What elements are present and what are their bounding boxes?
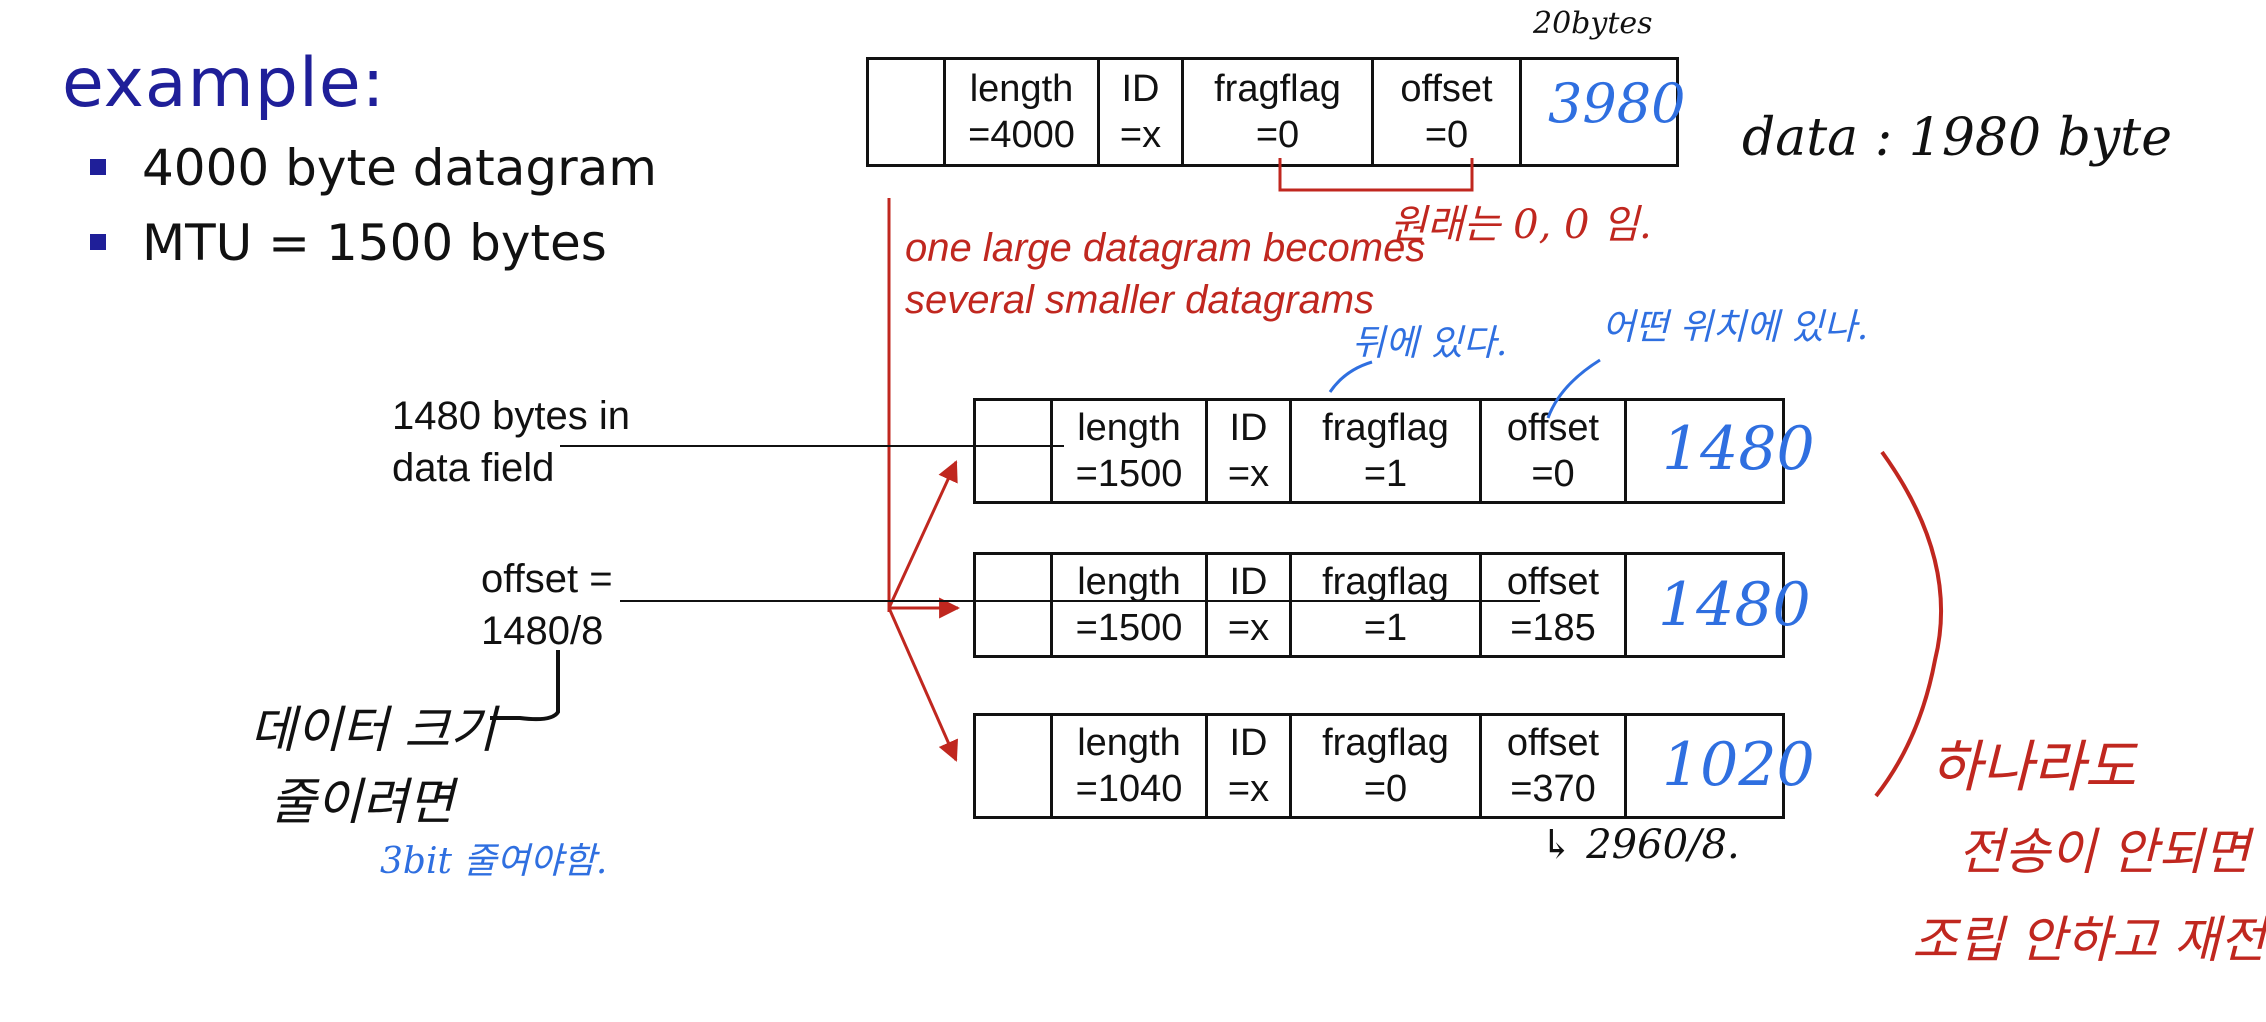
fragment-datagram-3: length =1040 ID =x fragflag =0 offset =370 bbox=[973, 713, 1785, 819]
bullet-text: MTU = 1500 bytes bbox=[142, 214, 607, 272]
fragment-datagram-2: length =1500 ID =x fragflag =1 offset =185 bbox=[973, 552, 1785, 658]
data-cell bbox=[1624, 401, 1782, 501]
fragment-datagram-1: length =1500 ID =x fragflag =1 offset =0 bbox=[973, 398, 1785, 504]
data-cell bbox=[1624, 716, 1782, 816]
original-datagram: length =4000 ID =x fragflag =0 offset =0 bbox=[866, 57, 1679, 167]
offset-calc-label: offset = 1480/8 bbox=[481, 553, 613, 657]
bullet-list: 4000 byte datagram MTU = 1500 bytes bbox=[90, 135, 657, 285]
offset-field: offset =0 bbox=[1371, 60, 1519, 164]
id-field: ID =x bbox=[1205, 555, 1289, 655]
orig-flags-note: 원래는 0, 0 임. bbox=[1390, 202, 1652, 248]
more-after-note: 뒤에 있다. bbox=[1352, 323, 1508, 364]
frag3-data-size: 1020 bbox=[1662, 730, 1815, 800]
fragflag-field: fragflag =1 bbox=[1289, 401, 1479, 501]
data-cell bbox=[1519, 60, 1676, 164]
offset-field: offset =0 bbox=[1479, 401, 1624, 501]
split-arrow-1 bbox=[887, 460, 958, 609]
label-line: 1480 bytes in bbox=[392, 394, 630, 438]
fragmentation-caption: one large datagram becomes several small… bbox=[905, 222, 1425, 326]
id-field: ID =x bbox=[1205, 716, 1289, 816]
data-size-note: data : 1980 byte bbox=[1742, 108, 2172, 168]
offset-hook bbox=[490, 650, 560, 722]
label-line: 1480/8 bbox=[481, 609, 604, 653]
label-line: offset = bbox=[481, 557, 613, 601]
bullet-square-icon bbox=[90, 159, 106, 175]
offset-field: offset =370 bbox=[1479, 716, 1624, 816]
length-field: length =4000 bbox=[943, 60, 1097, 164]
header-bytes-note: 20bytes bbox=[1533, 6, 1653, 41]
orig-data-size: 3980 bbox=[1548, 72, 1686, 135]
caption-line: several smaller datagrams bbox=[905, 278, 1375, 322]
offset-pointer bbox=[1546, 358, 1601, 419]
fragflag-field: fragflag =1 bbox=[1289, 555, 1479, 655]
shrink-note-line3: 3bit 줄여야함. bbox=[380, 841, 608, 882]
resend-note-line3: 조립 안하고 재전송. bbox=[1912, 911, 2266, 969]
length-field: length =1500 bbox=[1050, 555, 1205, 655]
split-arrow-3 bbox=[887, 607, 958, 762]
fragflag-field: fragflag =0 bbox=[1289, 716, 1479, 816]
resend-note-line1: 하나라도 bbox=[1930, 735, 2137, 800]
flags-bracket bbox=[1278, 158, 1474, 192]
data-field-label: 1480 bytes in data field bbox=[392, 390, 630, 494]
frag1-data-size: 1480 bbox=[1662, 414, 1815, 484]
length-field: length =1040 bbox=[1050, 716, 1205, 816]
shrink-note-line2: 줄이려면 bbox=[270, 773, 454, 831]
bullet-item: MTU = 1500 bytes bbox=[90, 210, 657, 285]
label-line: data field bbox=[392, 446, 555, 490]
slide-title: example: bbox=[62, 44, 386, 123]
shrink-note-line1: 데이터 크기 bbox=[250, 701, 496, 759]
offset3-calc-note: ↳ 2960/8. bbox=[1540, 822, 1740, 868]
reassembly-bracket bbox=[1874, 450, 1944, 798]
frag2-data-size: 1480 bbox=[1658, 570, 1811, 640]
resend-note-line2: 전송이 안되면 bbox=[1958, 823, 2250, 881]
data-cell bbox=[1624, 555, 1782, 655]
bullet-text: 4000 byte datagram bbox=[142, 139, 657, 197]
bullet-square-icon bbox=[90, 234, 106, 250]
offset-meaning-note: 어떤 위치에 있나. bbox=[1602, 307, 1869, 348]
fragflag-field: fragflag =0 bbox=[1181, 60, 1371, 164]
offset-field: offset =185 bbox=[1479, 555, 1624, 655]
id-field: ID =x bbox=[1097, 60, 1181, 164]
id-field: ID =x bbox=[1205, 401, 1289, 501]
fragflag-pointer bbox=[1328, 360, 1373, 393]
bullet-item: 4000 byte datagram bbox=[90, 135, 657, 210]
caption-line: one large datagram becomes bbox=[905, 226, 1426, 270]
length-field: length =1500 bbox=[1050, 401, 1205, 501]
